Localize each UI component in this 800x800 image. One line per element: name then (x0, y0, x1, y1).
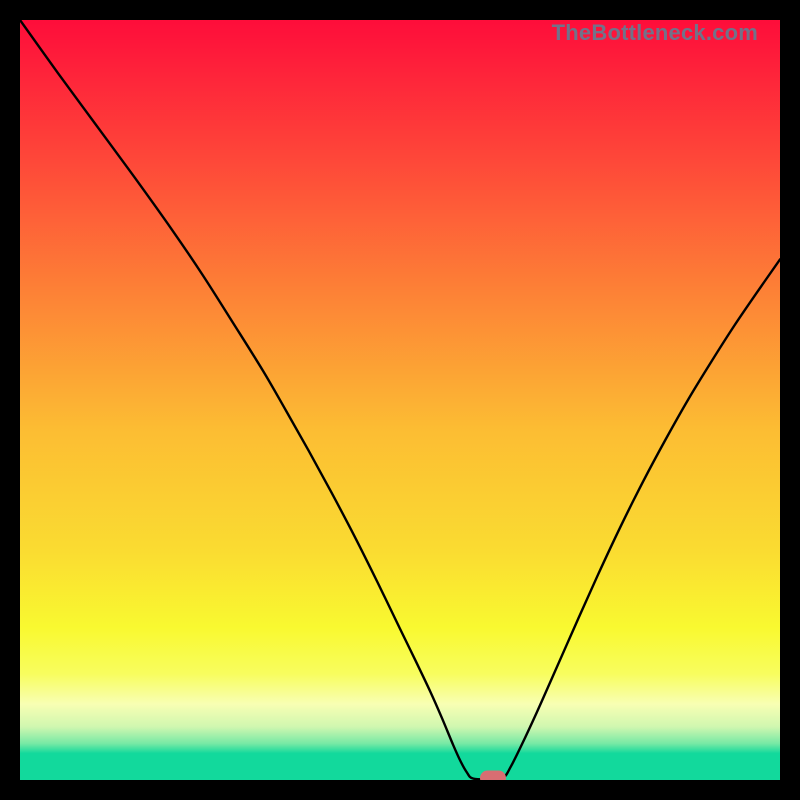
chart-curve (20, 20, 780, 780)
chart-plot-area: TheBottleneck.com (20, 20, 780, 780)
chart-trough-marker (480, 770, 506, 780)
watermark-text: TheBottleneck.com (552, 20, 758, 46)
chart-frame: TheBottleneck.com (0, 0, 800, 800)
